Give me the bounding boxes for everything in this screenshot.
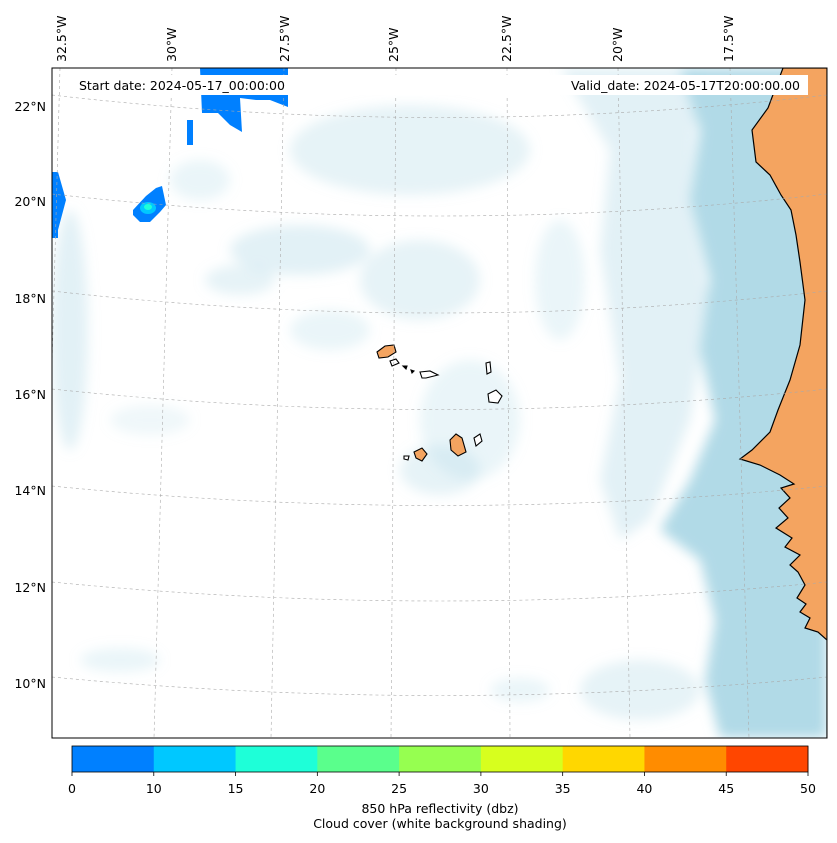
colorbar-tick-label: 50 [800, 781, 816, 796]
colorbar-tick-label: 15 [227, 781, 244, 796]
start-date-label: Start date: 2024-05-17_00:00:00 [79, 78, 285, 93]
colorbar-tick-label: 25 [391, 781, 408, 796]
date-banner [68, 75, 808, 95]
colorbar-segment [399, 746, 482, 772]
lon-label: 20°W [610, 27, 625, 62]
lat-label: 14°N [14, 483, 46, 498]
lat-label: 22°N [14, 99, 46, 114]
colorbar-segment [726, 746, 809, 772]
lon-label: 22.5°W [499, 16, 514, 62]
map-layers [52, 68, 827, 738]
colorbar-subtitle: Cloud cover (white background shading) [313, 816, 567, 831]
colorbar-tick-label: 0 [68, 781, 76, 796]
colorbar-title: 850 hPa reflectivity (dbz) [361, 801, 519, 816]
lon-label: 25°W [386, 27, 401, 62]
colorbar-segment [480, 746, 564, 772]
map-border [51, 67, 828, 739]
latitude-labels: 22°N 20°N 18°N 16°N 14°N 12°N 10°N [14, 99, 46, 691]
colorbar-tick-marks [71, 772, 809, 776]
lat-label: 20°N [14, 194, 46, 209]
colorbar-tick-label: 35 [554, 781, 571, 796]
lon-label: 27.5°W [277, 16, 292, 62]
colorbar-border [71, 745, 809, 773]
colorbar-tick-label: 30 [472, 781, 489, 796]
lon-label: 30°W [164, 27, 179, 62]
cape-verde-islands [376, 344, 503, 462]
lat-label: 10°N [14, 676, 46, 691]
lat-label: 12°N [14, 580, 46, 595]
colorbar-segment [153, 746, 237, 772]
colorbar-tick-label: 45 [718, 781, 735, 796]
lon-label: 17.5°W [721, 16, 736, 62]
colorbar-segment [317, 746, 400, 772]
colorbar-tick-label: 10 [145, 781, 162, 796]
colorbar-segment [562, 746, 645, 772]
colorbar-segment [235, 746, 318, 772]
longitude-labels: 32.5°W 30°W 27.5°W 25°W 22.5°W 20°W 17.5… [54, 16, 736, 62]
colorbar-tick-label: 20 [309, 781, 326, 796]
lat-label: 16°N [14, 387, 46, 402]
colorbar [72, 746, 809, 772]
lon-label: 32.5°W [54, 16, 69, 62]
valid-date-label: Valid_date: 2024-05-17T20:00:00.00 [571, 78, 800, 93]
colorbar-segment [72, 746, 155, 772]
graticule [52, 68, 827, 738]
colorbar-segment [644, 746, 727, 772]
colorbar-tick-label: 40 [636, 781, 653, 796]
lat-label: 18°N [14, 291, 46, 306]
africa-land [738, 68, 827, 738]
